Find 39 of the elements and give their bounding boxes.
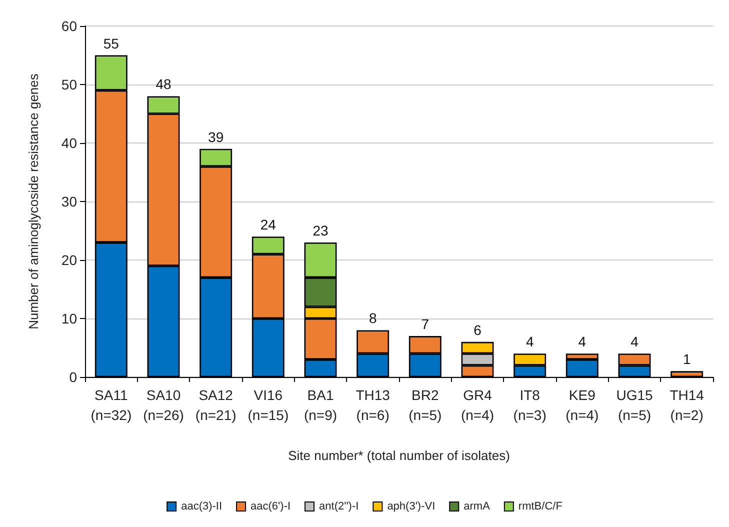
x-tick-label: GR4 (n=4) [460,387,494,423]
total-label: 6 [474,322,482,338]
y-tick-label: 30 [61,194,78,210]
legend-label: ant(2'')-I [319,500,359,512]
x-axis-title: Site number* (total number of isolates) [288,448,510,463]
legend-label: aac(6')-I [250,500,291,512]
legend-label: aph(3')-VI [387,500,436,512]
legend-label: rmtB/C/F [518,500,563,512]
x-tick-label: KE9 (n=4) [566,387,599,423]
x-tick-label: IT8 (n=3) [513,387,546,423]
total-label: 7 [421,316,430,332]
total-label: 4 [526,334,534,350]
x-tick-label: BR2 (n=5) [408,387,442,423]
x-tick-label: VI16 (n=15) [248,387,289,423]
total-label: 8 [368,310,377,326]
y-tick-label: 0 [69,369,78,385]
legend-label: armA [464,500,491,512]
total-label: 4 [630,334,639,350]
y-tick-label: 50 [61,76,78,92]
x-tick-label: SA12 (n=21) [195,387,236,423]
total-label: 24 [260,216,276,233]
total-label: 55 [103,35,120,52]
x-tick-label: TH14 (n=2) [670,387,704,423]
total-label: 23 [312,222,328,238]
x-tick-label: SA11 (n=32) [90,387,132,423]
x-tick-label: SA10 (n=26) [143,387,184,423]
y-tick-label: 10 [61,310,78,326]
total-label: 1 [682,351,691,368]
y-tick-label: 40 [61,135,78,151]
y-tick-label: 60 [61,18,78,34]
y-axis-title: Number of aminoglycoside resistance genes [26,73,41,330]
legend-label: aac(3)-II [181,500,222,512]
x-tick-label: UG15 (n=5) [616,387,653,423]
total-label: 39 [208,128,224,145]
total-label: 4 [578,334,586,350]
total-label: 48 [156,76,172,92]
x-tick-label: BA1 (n=9) [304,387,338,423]
x-tick-label: TH13 (n=6) [356,387,390,423]
y-tick-label: 20 [61,252,78,268]
